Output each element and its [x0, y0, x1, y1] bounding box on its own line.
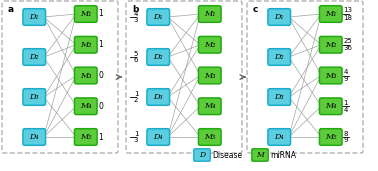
- Text: D₃: D₃: [274, 93, 284, 101]
- FancyBboxPatch shape: [319, 6, 342, 22]
- FancyBboxPatch shape: [319, 129, 342, 145]
- Text: 3: 3: [134, 17, 138, 23]
- Text: D₃: D₃: [29, 93, 39, 101]
- FancyBboxPatch shape: [23, 89, 45, 105]
- Text: M₄: M₄: [80, 102, 91, 110]
- Text: 1: 1: [134, 130, 138, 136]
- Text: 9: 9: [343, 137, 348, 143]
- FancyBboxPatch shape: [194, 149, 210, 161]
- FancyBboxPatch shape: [268, 49, 291, 65]
- Text: M₅: M₅: [325, 133, 336, 141]
- Text: D₁: D₁: [153, 13, 163, 21]
- FancyBboxPatch shape: [268, 89, 291, 105]
- Text: D₂: D₂: [153, 53, 163, 61]
- Text: M₁: M₁: [80, 10, 91, 18]
- Text: M₁: M₁: [204, 10, 215, 18]
- Text: Disease: Disease: [212, 150, 242, 160]
- Text: D₂: D₂: [29, 53, 39, 61]
- Text: 9: 9: [343, 76, 348, 82]
- Text: M₂: M₂: [80, 41, 91, 49]
- FancyBboxPatch shape: [319, 98, 342, 115]
- FancyBboxPatch shape: [23, 9, 45, 25]
- FancyBboxPatch shape: [198, 98, 221, 115]
- Text: 4: 4: [134, 10, 138, 16]
- Text: M₄: M₄: [325, 102, 336, 110]
- Text: 0: 0: [98, 102, 103, 111]
- FancyBboxPatch shape: [74, 36, 97, 53]
- Text: 3: 3: [134, 137, 138, 143]
- FancyBboxPatch shape: [198, 36, 221, 53]
- Text: 13: 13: [343, 8, 352, 14]
- Text: 25: 25: [343, 38, 352, 44]
- Text: 2: 2: [134, 97, 138, 103]
- Text: D₄: D₄: [274, 133, 284, 141]
- FancyBboxPatch shape: [268, 9, 291, 25]
- Text: 8: 8: [343, 130, 348, 136]
- Text: b: b: [132, 5, 138, 15]
- FancyBboxPatch shape: [147, 9, 170, 25]
- Text: 1: 1: [98, 133, 103, 141]
- Text: 0: 0: [98, 71, 103, 80]
- FancyBboxPatch shape: [147, 129, 170, 145]
- FancyBboxPatch shape: [268, 129, 291, 145]
- Text: 36: 36: [343, 45, 352, 51]
- Text: M₅: M₅: [80, 133, 91, 141]
- FancyBboxPatch shape: [147, 89, 170, 105]
- FancyBboxPatch shape: [74, 98, 97, 115]
- Text: D: D: [199, 151, 205, 159]
- FancyBboxPatch shape: [23, 129, 45, 145]
- Text: 5: 5: [134, 50, 138, 56]
- FancyBboxPatch shape: [252, 149, 268, 161]
- Text: M₃: M₃: [325, 71, 336, 80]
- Text: a: a: [8, 5, 14, 15]
- Text: D₁: D₁: [274, 13, 284, 21]
- Text: M₂: M₂: [204, 41, 215, 49]
- FancyBboxPatch shape: [23, 49, 45, 65]
- FancyBboxPatch shape: [74, 129, 97, 145]
- Text: M₅: M₅: [204, 133, 215, 141]
- FancyBboxPatch shape: [319, 36, 342, 53]
- Text: M₃: M₃: [204, 71, 215, 80]
- FancyBboxPatch shape: [198, 67, 221, 84]
- FancyBboxPatch shape: [319, 67, 342, 84]
- Text: 4: 4: [343, 69, 348, 75]
- FancyBboxPatch shape: [147, 49, 170, 65]
- Text: D₃: D₃: [153, 93, 163, 101]
- Text: M₁: M₁: [325, 10, 336, 18]
- Text: M₃: M₃: [80, 71, 91, 80]
- Text: 6: 6: [134, 57, 138, 63]
- Text: D₄: D₄: [29, 133, 39, 141]
- Text: M₂: M₂: [325, 41, 336, 49]
- Text: D₄: D₄: [153, 133, 163, 141]
- Text: 1: 1: [98, 40, 103, 49]
- Text: 18: 18: [343, 15, 352, 21]
- Text: 1: 1: [343, 100, 348, 106]
- Text: M: M: [256, 151, 264, 159]
- Text: 1: 1: [98, 10, 103, 18]
- FancyBboxPatch shape: [74, 6, 97, 22]
- Text: miRNA: miRNA: [270, 150, 296, 160]
- Text: 1: 1: [134, 90, 138, 96]
- Text: D₁: D₁: [29, 13, 39, 21]
- Text: 4: 4: [343, 107, 348, 113]
- Text: c: c: [253, 5, 259, 15]
- Text: D₂: D₂: [274, 53, 284, 61]
- FancyBboxPatch shape: [198, 129, 221, 145]
- Text: M₄: M₄: [204, 102, 215, 110]
- FancyBboxPatch shape: [198, 6, 221, 22]
- FancyBboxPatch shape: [74, 67, 97, 84]
